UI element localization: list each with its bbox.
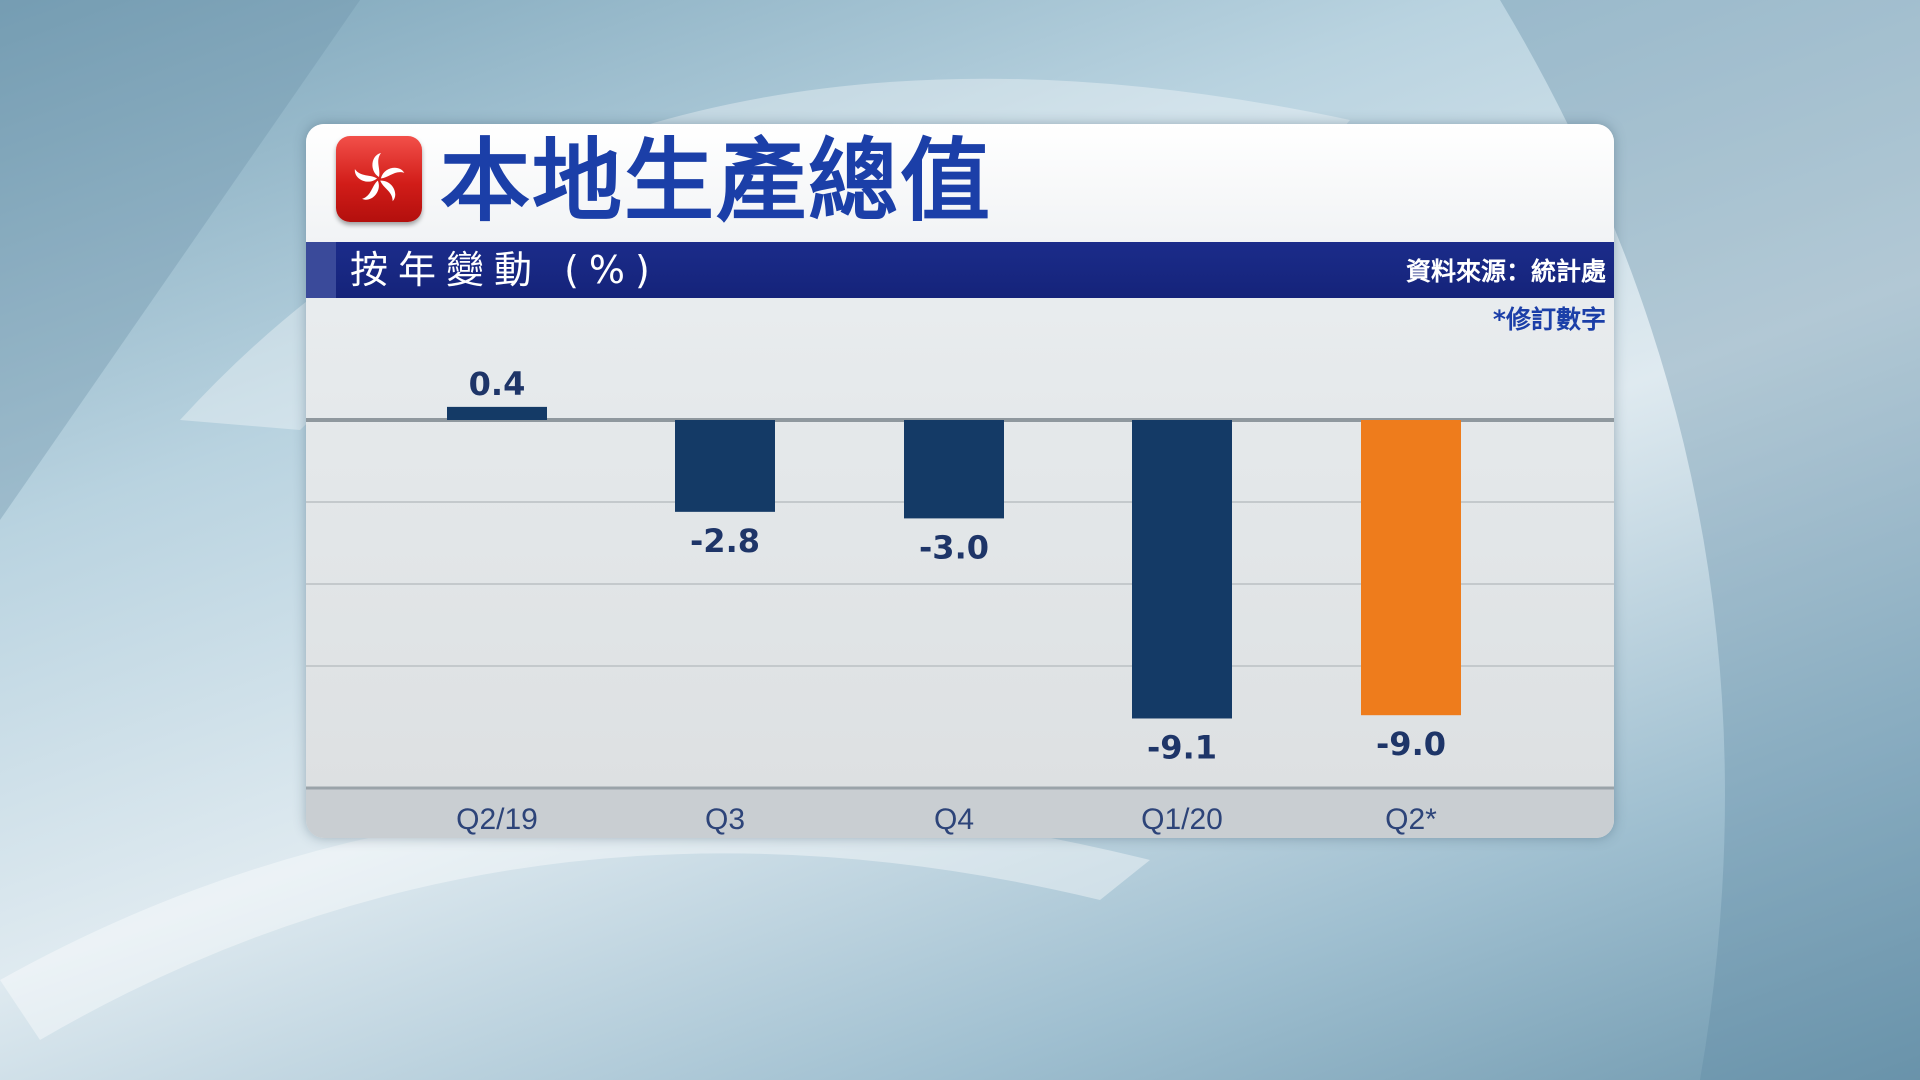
chart-subtitle: 按年變動 (%) xyxy=(350,248,660,292)
bar-Q2/19 xyxy=(447,406,547,420)
category-label-Q2*: Q2* xyxy=(1385,803,1437,836)
value-label-Q2/19: 0.4 xyxy=(469,365,526,403)
chart-title: 本地生產總值 xyxy=(440,129,992,234)
value-label-Q1/20: -9.1 xyxy=(1147,728,1217,766)
value-label-Q4: -3.0 xyxy=(919,528,989,566)
value-label-Q3: -2.8 xyxy=(690,522,760,560)
chart-panel: 本地生產總值 按年變動 (%) 資料來源：統計處 *修訂數字 0.4 -2.8 -3… xyxy=(306,124,1614,838)
title-bar: 本地生產總值 xyxy=(306,124,1614,242)
value-labels: 0.4 -2.8 -3.0 -9.1 -9.0 xyxy=(469,365,1446,767)
subtitle-accent xyxy=(306,242,336,298)
bar-Q1/20 xyxy=(1132,420,1232,719)
bars xyxy=(447,406,1461,719)
bar-Q2* xyxy=(1361,420,1461,716)
subtitle-band: 按年變動 (%) 資料來源：統計處 xyxy=(306,242,1614,298)
hong-kong-flag-icon xyxy=(336,136,422,222)
category-labels: Q2/19 Q3 Q4 Q1/20 Q2* xyxy=(456,803,1437,836)
category-label-Q1/20: Q1/20 xyxy=(1141,803,1223,836)
category-label-Q3: Q3 xyxy=(705,803,745,836)
source-label: 資料來源：統計處 xyxy=(1405,257,1606,286)
bar-Q3 xyxy=(675,420,775,512)
x-axis-strip xyxy=(306,788,1614,838)
category-label-Q2/19: Q2/19 xyxy=(456,803,538,836)
bar-chart: 0.4 -2.8 -3.0 -9.1 -9.0 Q2/19 Q3 Q4 Q1/20 Q2* xyxy=(306,365,1614,838)
category-label-Q4: Q4 xyxy=(934,803,974,836)
bar-Q4 xyxy=(904,420,1004,519)
value-label-Q2*: -9.0 xyxy=(1376,725,1446,763)
revision-note: *修訂數字 xyxy=(1492,305,1606,334)
